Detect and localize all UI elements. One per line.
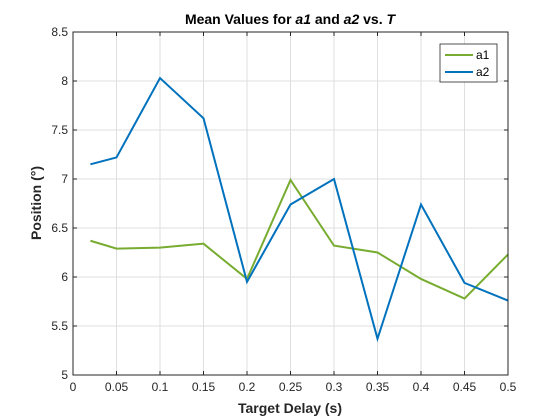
grid [73, 32, 508, 375]
legend-label-a2: a2 [476, 65, 490, 79]
x-tick-label: 0.4 [413, 380, 430, 394]
x-tick-label: 0.15 [192, 380, 216, 394]
chart-title-part: vs. [359, 11, 386, 27]
y-tick-label: 5 [61, 368, 68, 382]
x-tick-label: 0 [70, 380, 77, 394]
y-axis-label: Position (°) [28, 166, 44, 240]
x-tick-label: 0.35 [366, 380, 390, 394]
y-tick-label: 8 [61, 74, 68, 88]
chart-title: Mean Values for a1 and a2 vs. T [185, 11, 397, 27]
chart-title-part: a2 [344, 11, 360, 27]
x-tick-label: 0.45 [453, 380, 477, 394]
x-tick-label: 0.25 [279, 380, 303, 394]
series-line-a2 [90, 76, 509, 343]
ticks: 0 0.05 0.1 0.15 0.2 0.25 0.3 0.35 0.4 0.45 0.5 5 5.5… [51, 25, 516, 394]
x-tick-label: 0.5 [500, 380, 517, 394]
y-tick-label: 5.5 [51, 319, 68, 333]
x-tick-label: 0.1 [152, 380, 169, 394]
x-tick-label: 0.05 [105, 380, 129, 394]
series-line-a1 [90, 177, 509, 300]
y-tick-label: 7 [61, 172, 68, 186]
chart-title-part: T [387, 11, 397, 27]
chart-title-part: a1 [295, 11, 311, 27]
chart-title-part: and [311, 11, 344, 27]
y-tick-label: 6 [61, 270, 68, 284]
y-tick-label: 6.5 [51, 221, 68, 235]
x-tick-label: 0.2 [239, 380, 256, 394]
legend-label-a1: a1 [476, 48, 490, 62]
y-tick-label: 8.5 [51, 25, 68, 39]
legend-box [439, 43, 498, 83]
y-tick-label: 7.5 [51, 123, 68, 137]
x-axis-label: Target Delay (s) [238, 400, 342, 416]
x-tick-label: 0.3 [326, 380, 343, 394]
series-layer [90, 76, 509, 343]
chart-title-part: Mean Values for [185, 11, 295, 27]
